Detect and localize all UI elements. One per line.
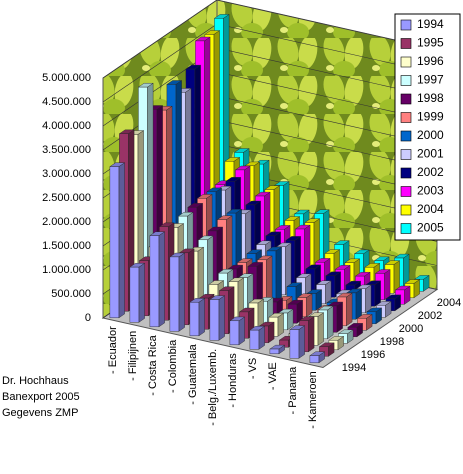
y-tick-label: 3.000.000 xyxy=(42,168,91,180)
legend-swatch xyxy=(400,204,412,216)
y-tick-label: 5.000.000 xyxy=(42,72,91,84)
bar-side xyxy=(238,316,245,346)
legend xyxy=(394,13,461,241)
bar-front xyxy=(129,266,140,323)
bar-front xyxy=(149,235,160,328)
legend-label: 2002 xyxy=(417,165,444,179)
legend-label: 1996 xyxy=(417,54,444,68)
legend-swatch xyxy=(400,186,412,197)
legend-label: 1998 xyxy=(417,91,444,105)
legend-swatch xyxy=(400,149,412,160)
legend-swatch xyxy=(400,19,412,31)
x-tick-label: - Kameroen xyxy=(307,371,319,428)
x-tick-label: - VS xyxy=(247,358,259,379)
bar-side xyxy=(346,292,353,327)
bar-front xyxy=(229,320,240,346)
bar-side xyxy=(138,262,145,323)
legend-swatch xyxy=(400,38,412,49)
bar-side xyxy=(118,162,125,319)
x-tick-label: - Filipijnen xyxy=(127,331,139,381)
x-tick-label: - VAE xyxy=(267,362,279,390)
bar-side xyxy=(308,316,315,353)
depth-tick-label: 1998 xyxy=(380,336,404,348)
bar xyxy=(169,252,186,332)
note-line: Gegevens ZMP xyxy=(2,407,78,419)
bar-side xyxy=(298,325,305,359)
bar-front xyxy=(269,348,280,355)
depth-tick-label: 1996 xyxy=(361,349,385,361)
legend-label: 2005 xyxy=(417,221,444,235)
bar-side xyxy=(178,252,185,332)
legend-swatch xyxy=(400,75,412,86)
legend-label: 2000 xyxy=(417,128,444,142)
bar xyxy=(249,325,266,350)
bar-side xyxy=(355,288,362,320)
legend-swatch xyxy=(400,93,412,105)
bar-side xyxy=(384,269,391,301)
y-tick-label: 1.000.000 xyxy=(42,264,91,276)
note-line: Banexport 2005 xyxy=(2,391,80,403)
legend-swatch xyxy=(400,167,412,179)
legend-label: 2001 xyxy=(417,147,444,161)
y-tick-label: 4.000.000 xyxy=(42,120,91,132)
bar-side xyxy=(158,231,165,328)
bar-front xyxy=(109,166,120,319)
bar xyxy=(109,162,126,319)
x-tick-label: - Ecuador xyxy=(107,326,119,374)
legend-label: 2003 xyxy=(417,184,444,198)
bar xyxy=(149,231,166,328)
bar-side xyxy=(275,246,282,302)
bar xyxy=(189,297,206,337)
bar-side xyxy=(365,284,372,314)
legend-swatch xyxy=(400,223,412,234)
legend-label: 2004 xyxy=(417,202,444,216)
grid-line xyxy=(102,0,438,79)
bar xyxy=(229,316,246,346)
x-tick-label: - Honduras xyxy=(227,353,239,408)
depth-tick-label: 1994 xyxy=(342,362,366,374)
bar xyxy=(209,295,226,341)
legend-swatch xyxy=(400,112,412,123)
legend-label: 1999 xyxy=(417,110,444,124)
depth-tick-label: 2002 xyxy=(418,310,442,322)
y-tick-label: 0 xyxy=(85,312,91,324)
x-tick-label: - Costa Rica xyxy=(147,334,159,395)
bar-front xyxy=(189,302,200,337)
legend-label: 1997 xyxy=(417,73,444,87)
y-tick-label: 3.500.000 xyxy=(42,144,91,156)
bar xyxy=(129,262,146,323)
y-tick-label: 2.500.000 xyxy=(42,192,91,204)
depth-tick-label: 2000 xyxy=(399,323,423,335)
bar-side xyxy=(336,301,343,333)
y-tick-label: 4.500.000 xyxy=(42,96,91,108)
bar-side xyxy=(374,280,381,307)
note-line: Dr. Hochhaus xyxy=(2,375,69,387)
x-tick-label: - Belg./Luxemb. xyxy=(207,349,219,426)
legend-label: 1995 xyxy=(417,36,444,50)
bar xyxy=(309,351,326,364)
x-tick-label: - Colombia xyxy=(167,339,179,393)
y-tick-label: 500.000 xyxy=(51,288,91,300)
legend-swatch xyxy=(400,56,412,68)
bar-front xyxy=(309,355,320,364)
x-tick-label: - Panama xyxy=(287,366,299,415)
depth-tick-label: 2004 xyxy=(437,297,461,309)
x-tick-label: - Guatemala xyxy=(187,343,199,404)
bar-side xyxy=(327,305,334,340)
bar-front xyxy=(209,299,220,341)
bar-front xyxy=(289,329,300,359)
bar xyxy=(269,344,286,355)
bar xyxy=(289,325,306,359)
bar-front xyxy=(249,329,260,350)
bar-side xyxy=(198,297,205,337)
y-tick-label: 1.500.000 xyxy=(42,240,91,252)
bar-side xyxy=(218,295,225,341)
legend-label: 1994 xyxy=(417,17,444,31)
bar-side xyxy=(317,312,324,346)
bar-front xyxy=(169,256,180,332)
y-tick-label: 2.000.000 xyxy=(42,216,91,228)
legend-swatch xyxy=(400,130,412,142)
